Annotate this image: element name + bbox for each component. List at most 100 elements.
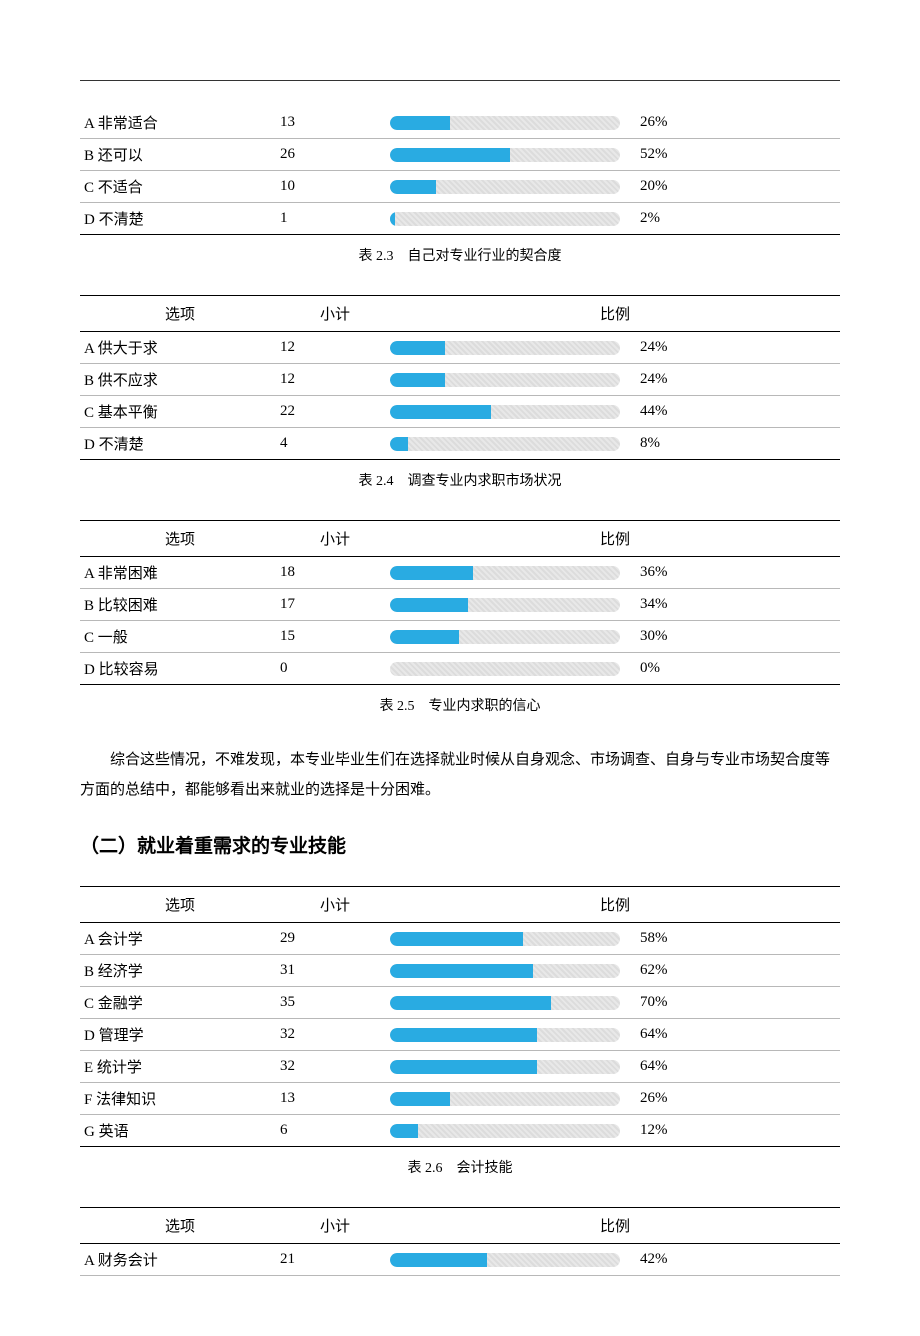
cell-percent: 24% xyxy=(640,364,840,396)
header-subtotal: 小计 xyxy=(280,296,390,332)
cell-bar xyxy=(390,1019,640,1051)
bar-fill xyxy=(390,1092,450,1106)
table-row: C 一般1530% xyxy=(80,621,840,653)
cell-subtotal: 32 xyxy=(280,1019,390,1051)
cell-bar xyxy=(390,139,640,171)
header-subtotal: 小计 xyxy=(280,887,390,923)
table-header-row: 选项小计比例 xyxy=(80,521,840,557)
header-ratio: 比例 xyxy=(390,1208,840,1244)
cell-bar xyxy=(390,171,640,203)
table-row: C 基本平衡2244% xyxy=(80,396,840,428)
cell-percent: 44% xyxy=(640,396,840,428)
header-subtotal: 小计 xyxy=(280,1208,390,1244)
bar-track xyxy=(390,630,620,644)
table-2-5: 选项小计比例 A 非常困难1836%B 比较困难1734%C 一般1530%D … xyxy=(80,520,840,685)
bar-fill xyxy=(390,1028,537,1042)
bar-fill xyxy=(390,598,468,612)
cell-percent: 64% xyxy=(640,1051,840,1083)
header-ratio: 比例 xyxy=(390,887,840,923)
cell-percent: 34% xyxy=(640,589,840,621)
cell-percent: 52% xyxy=(640,139,840,171)
bar-fill xyxy=(390,1060,537,1074)
table-2-7: 选项小计比例 A 财务会计21 42% xyxy=(80,1207,840,1276)
header-option: 选项 xyxy=(80,1208,280,1244)
cell-subtotal: 6 xyxy=(280,1115,390,1147)
cell-percent: 70% xyxy=(640,987,840,1019)
cell-subtotal: 18 xyxy=(280,557,390,589)
table-row: C 不适合1020% xyxy=(80,171,840,203)
cell-option: C 基本平衡 xyxy=(80,396,280,428)
table-row: A 财务会计21 42% xyxy=(80,1244,840,1276)
table-row: A 非常困难18 36% xyxy=(80,557,840,589)
bar-fill xyxy=(390,437,408,451)
cell-option: C 不适合 xyxy=(80,171,280,203)
cell-percent: 30% xyxy=(640,621,840,653)
table-2-6: 选项小计比例 A 会计学2958%B 经济学3162%C 金融学3570%D 管… xyxy=(80,886,840,1147)
cell-option: D 比较容易 xyxy=(80,653,280,685)
caption-2-5: 表 2.5 专业内求职的信心 xyxy=(80,695,840,715)
cell-percent: 8% xyxy=(640,428,840,460)
cell-bar xyxy=(390,653,640,685)
bar-track xyxy=(390,180,620,194)
bar-track xyxy=(390,566,620,580)
cell-option: A 供大于求 xyxy=(80,332,280,364)
cell-bar xyxy=(390,1244,640,1276)
cell-subtotal: 1 xyxy=(280,203,390,235)
cell-bar xyxy=(390,428,640,460)
cell-bar xyxy=(390,203,640,235)
cell-bar xyxy=(390,557,640,589)
bar-fill xyxy=(390,405,491,419)
header-subtotal: 小计 xyxy=(280,521,390,557)
cell-bar xyxy=(390,621,640,653)
cell-option: B 比较困难 xyxy=(80,589,280,621)
table-row: E 统计学3264% xyxy=(80,1051,840,1083)
table-2-4: 选项小计比例 A 供大于求1224%B 供不应求1224%C 基本平衡2244%… xyxy=(80,295,840,460)
cell-option: A 财务会计 xyxy=(80,1244,280,1276)
cell-bar xyxy=(390,955,640,987)
cell-option: C 一般 xyxy=(80,621,280,653)
cell-subtotal: 26 xyxy=(280,139,390,171)
bar-track xyxy=(390,212,620,226)
bar-track xyxy=(390,148,620,162)
cell-bar xyxy=(390,364,640,396)
bar-fill xyxy=(390,996,551,1010)
cell-option: C 金融学 xyxy=(80,987,280,1019)
table-row: D 比较容易00% xyxy=(80,653,840,685)
cell-option: A 非常适合 xyxy=(80,107,280,139)
bar-track xyxy=(390,598,620,612)
cell-bar xyxy=(390,107,640,139)
bar-track xyxy=(390,662,620,676)
cell-subtotal: 12 xyxy=(280,332,390,364)
cell-percent: 26% xyxy=(640,1083,840,1115)
table-2-3: A 非常适合1326%B 还可以2652%C 不适合1020%D 不清楚12% xyxy=(80,107,840,235)
bar-track xyxy=(390,996,620,1010)
bar-fill xyxy=(390,212,395,226)
bar-fill xyxy=(390,566,473,580)
cell-percent: 62% xyxy=(640,955,840,987)
table-row: F 法律知识1326% xyxy=(80,1083,840,1115)
section-heading-2: （二）就业着重需求的专业技能 xyxy=(80,831,840,858)
table-row: D 不清楚48% xyxy=(80,428,840,460)
caption-2-4: 表 2.4 调查专业内求职市场状况 xyxy=(80,470,840,490)
cell-option: B 经济学 xyxy=(80,955,280,987)
caption-2-3: 表 2.3 自己对专业行业的契合度 xyxy=(80,245,840,265)
cell-subtotal: 13 xyxy=(280,107,390,139)
cell-percent: 36% xyxy=(640,557,840,589)
cell-percent: 42% xyxy=(640,1244,840,1276)
header-option: 选项 xyxy=(80,887,280,923)
cell-option: B 还可以 xyxy=(80,139,280,171)
cell-subtotal: 21 xyxy=(280,1244,390,1276)
cell-option: A 非常困难 xyxy=(80,557,280,589)
cell-subtotal: 10 xyxy=(280,171,390,203)
cell-bar xyxy=(390,396,640,428)
table-header-row: 选项小计比例 xyxy=(80,296,840,332)
table-row: B 还可以26 52% xyxy=(80,139,840,171)
cell-percent: 64% xyxy=(640,1019,840,1051)
header-option: 选项 xyxy=(80,296,280,332)
cell-subtotal: 4 xyxy=(280,428,390,460)
bar-track xyxy=(390,341,620,355)
bar-track xyxy=(390,1060,620,1074)
bar-track xyxy=(390,116,620,130)
table-row: B 经济学3162% xyxy=(80,955,840,987)
bar-fill xyxy=(390,630,459,644)
